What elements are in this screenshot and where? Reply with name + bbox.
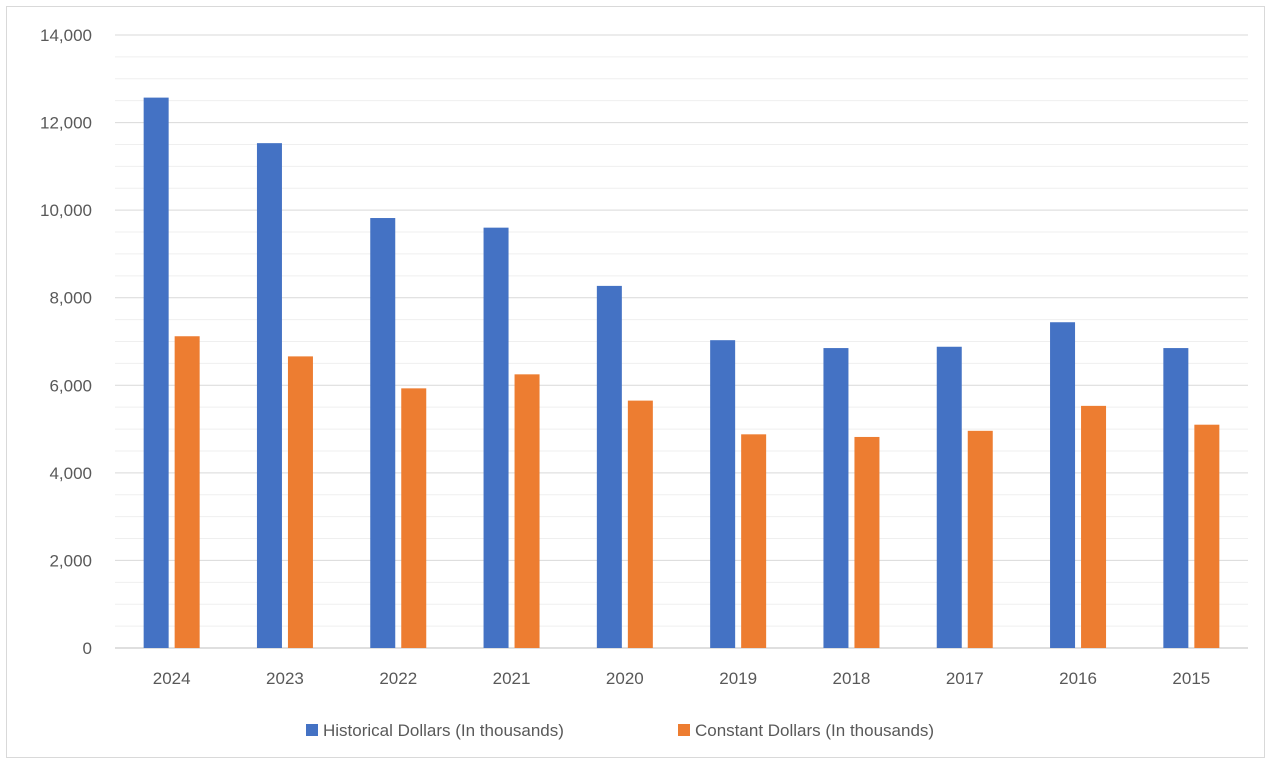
bar-constant	[287, 356, 313, 648]
bar-historical	[710, 340, 736, 648]
bar-constant	[174, 336, 200, 648]
bar-historical	[483, 227, 509, 648]
y-tick-label: 4,000	[49, 464, 92, 483]
bar-historical	[1163, 348, 1189, 648]
bar-constant	[741, 434, 767, 648]
x-tick-label: 2020	[606, 669, 644, 688]
x-tick-label: 2024	[153, 669, 191, 688]
bar-historical	[1050, 322, 1076, 648]
bar-constant	[401, 388, 427, 648]
bar-constant	[1081, 405, 1107, 648]
bar-constant	[627, 400, 653, 648]
bar-historical	[596, 285, 622, 648]
bar-constant	[967, 430, 993, 648]
y-tick-label: 8,000	[49, 289, 92, 308]
y-tick-label: 10,000	[40, 201, 92, 220]
x-tick-label: 2015	[1172, 669, 1210, 688]
x-tick-label: 2023	[266, 669, 304, 688]
bar-constant	[1194, 424, 1220, 648]
x-tick-label: 2018	[833, 669, 871, 688]
bar-constant	[514, 374, 540, 648]
bar-historical	[823, 348, 849, 648]
y-tick-label: 12,000	[40, 114, 92, 133]
bar-historical	[143, 97, 169, 648]
bar-historical	[936, 346, 962, 648]
legend-label-historical: Historical Dollars (In thousands)	[323, 721, 564, 740]
x-tick-label: 2017	[946, 669, 984, 688]
bar-constant	[854, 436, 880, 648]
y-tick-label: 6,000	[49, 376, 92, 395]
x-tick-label: 2019	[719, 669, 757, 688]
bar-historical	[256, 143, 282, 649]
y-tick-label: 2,000	[49, 551, 92, 570]
bar-historical	[370, 218, 396, 648]
y-tick-label: 0	[83, 639, 92, 658]
y-tick-label: 14,000	[40, 26, 92, 45]
legend-swatch-constant	[678, 724, 690, 736]
x-tick-label: 2016	[1059, 669, 1097, 688]
legend-swatch-historical	[306, 724, 318, 736]
x-tick-label: 2021	[493, 669, 531, 688]
legend-label-constant: Constant Dollars (In thousands)	[695, 721, 934, 740]
x-tick-label: 2022	[379, 669, 417, 688]
